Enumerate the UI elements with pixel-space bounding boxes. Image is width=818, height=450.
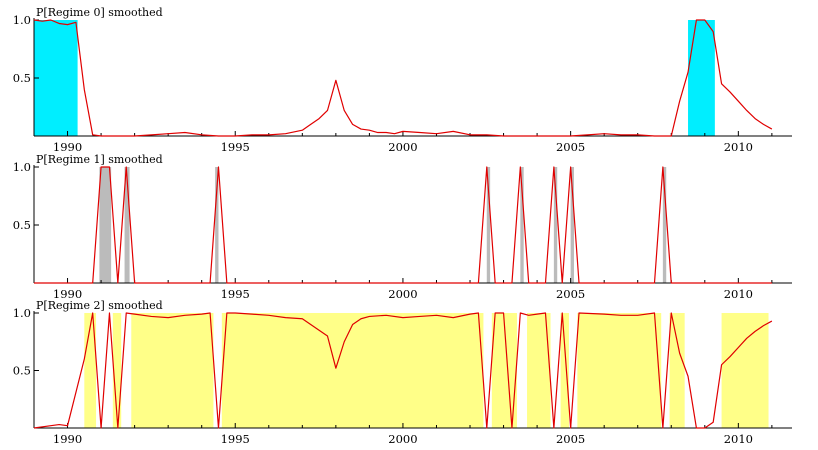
shaded-period-4 [520,167,524,283]
shaded-period-3 [486,167,491,283]
y-tick-label: 1.0 [13,13,31,27]
x-tick-label: 2000 [388,432,417,445]
shaded-period-9 [721,313,769,428]
y-tick-label: 0.5 [13,364,31,378]
shaded-period-7 [662,167,667,283]
probability-line-0 [33,312,773,429]
x-tick-label: 2005 [556,287,585,301]
y-tick-label: 1.0 [13,306,31,320]
x-tick-label: 1995 [221,140,250,154]
shaded-period-2 [131,313,214,428]
x-tick-label: 1990 [53,287,82,301]
shaded-period-1 [112,313,122,428]
x-tick-label: 2010 [724,432,753,445]
panel-title: P[Regime 0] smoothed [36,6,163,19]
shaded-period-3 [221,313,484,428]
x-tick-label: 2005 [556,432,585,445]
probability-line-0 [34,166,772,284]
x-tick-label: 2000 [388,140,417,154]
shaded-period-1 [124,167,130,283]
shaded-period-5 [527,313,551,428]
shaded-period-1 [688,20,715,136]
panel-title: P[Regime 2] smoothed [36,299,163,312]
x-tick-label: 1995 [221,432,250,445]
x-tick-label: 1995 [221,287,250,301]
x-tick-label: 2010 [724,140,753,154]
shaded-period-0 [84,313,97,428]
x-tick-label: 2000 [388,287,417,301]
y-tick-label: 0.5 [13,71,31,85]
y-tick-label: 0.5 [13,218,31,232]
shaded-period-7 [577,313,662,428]
probability-line-0 [33,19,773,137]
x-tick-label: 2005 [556,140,585,154]
x-tick-label: 1990 [53,140,82,154]
shaded-period-8 [669,313,685,428]
shaded-period-0 [99,167,112,283]
shaded-period-6 [560,313,569,428]
shaded-period-0 [34,20,78,136]
panel-1: 0.5 1.0 1990 1995 2000 2005 2010 P[Regime 1] sm… [13,153,792,301]
shaded-period-6 [570,167,574,283]
panel-2: 0.5 1.0 1990 1995 2000 2005 2010 P[Regime 2] sm… [13,299,792,446]
shaded-period-5 [553,167,558,283]
x-tick-label: 1990 [53,432,82,445]
y-tick-label: 1.0 [13,160,31,174]
shaded-period-2 [215,167,219,283]
panel-title: P[Regime 1] smoothed [36,153,163,166]
x-tick-label: 2010 [724,287,753,301]
panel-0: 0.5 1.0 1990 1995 2000 2005 2010 P[Regime 0] sm… [13,6,792,154]
